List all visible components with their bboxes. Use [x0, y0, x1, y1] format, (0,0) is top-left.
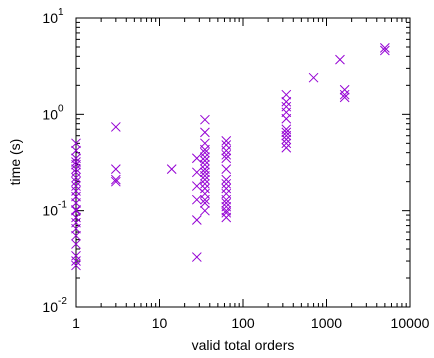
data-point: [200, 205, 210, 216]
x-tick-label: 10000: [391, 315, 430, 331]
data-point: [191, 153, 202, 164]
data-point: [71, 176, 81, 187]
data-point: [200, 138, 210, 149]
data-point: [221, 149, 232, 160]
data-point: [281, 96, 292, 107]
data-point: [221, 188, 232, 199]
x-tick-label: 100: [231, 315, 255, 331]
data-point: [339, 92, 350, 103]
data-point: [380, 42, 390, 53]
y-axis-label: time (s): [7, 139, 23, 186]
data-point: [335, 54, 345, 65]
data-point: [200, 155, 210, 166]
data-point: [221, 205, 232, 216]
data-point: [191, 252, 202, 262]
y-tick-exponent: -1: [58, 200, 67, 211]
data-point: [200, 159, 210, 170]
y-tick-exponent: 0: [58, 103, 64, 114]
data-point: [221, 140, 232, 150]
data-point: [200, 170, 210, 181]
x-axis-label: valid total orders: [192, 337, 295, 353]
data-point: [281, 89, 292, 100]
data-point: [200, 174, 210, 185]
plot-frame: [75, 17, 411, 308]
y-tick-label: 10: [42, 106, 58, 122]
data-point: [221, 212, 232, 223]
data-point: [71, 260, 81, 271]
data-point: [200, 167, 210, 178]
data-point: [71, 138, 81, 149]
data-point: [339, 89, 350, 100]
y-tick-exponent: 1: [58, 7, 64, 18]
data-point: [200, 127, 210, 138]
x-tick-label: 1000: [311, 315, 342, 331]
data-point: [191, 215, 202, 225]
data-point: [71, 217, 81, 228]
data-point: [71, 153, 81, 164]
data-point: [200, 147, 210, 158]
data-point: [191, 167, 202, 178]
data-point: [281, 142, 292, 153]
data-point: [191, 181, 202, 191]
data-point: [71, 167, 81, 178]
data-point: [200, 198, 210, 208]
data-point: [71, 181, 81, 191]
y-tick-label: 10: [42, 299, 58, 315]
data-point: [191, 194, 202, 205]
data-point: [281, 124, 292, 135]
data-point: [221, 164, 232, 174]
data-point: [281, 134, 292, 145]
data-point: [71, 157, 81, 167]
y-tick-exponent: -2: [58, 296, 67, 307]
data-point: [200, 114, 210, 125]
x-tick-label: 1: [72, 315, 80, 331]
data-point: [71, 186, 81, 196]
data-point: [110, 122, 121, 132]
data-point: [71, 145, 81, 156]
data-point: [281, 101, 292, 112]
data-point: [71, 239, 81, 249]
data-point: [221, 201, 232, 212]
data-point: [200, 183, 210, 194]
data-point: [71, 204, 81, 215]
data-point: [200, 188, 210, 199]
data-point: [200, 178, 210, 189]
data-point: [71, 250, 81, 261]
data-point: [281, 138, 292, 149]
data-point: [71, 164, 81, 174]
y-tick-label: 10: [42, 10, 58, 26]
data-point: [71, 212, 81, 223]
data-point: [110, 164, 121, 174]
data-point: [71, 230, 81, 241]
data-point: [221, 136, 232, 146]
data-point: [200, 152, 210, 162]
data-point: [221, 198, 232, 208]
data-point: [221, 145, 232, 156]
data-point: [221, 174, 232, 185]
data-point: [221, 153, 232, 164]
data-point: [110, 176, 121, 187]
data-point: [71, 205, 81, 216]
data-point: [110, 174, 121, 185]
data-point: [166, 164, 177, 174]
data-point: [308, 72, 319, 83]
x-tick-label: 10: [152, 315, 168, 331]
data-point: [200, 164, 210, 174]
data-point: [221, 183, 232, 194]
data-point: [380, 45, 390, 56]
y-tick-label: 10: [42, 203, 58, 219]
data-points: [71, 42, 390, 271]
data-point: [281, 127, 292, 138]
data-point: [221, 178, 232, 189]
data-point: [71, 256, 81, 266]
data-point: [339, 84, 350, 95]
data-point: [281, 107, 292, 118]
